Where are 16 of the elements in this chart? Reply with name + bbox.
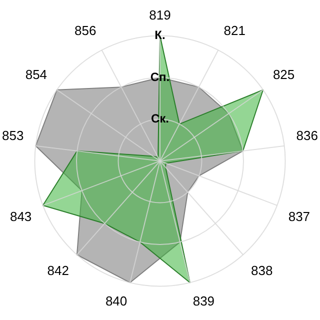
spoke-label: 821 [224,23,246,38]
spoke-label: 819 [149,8,171,23]
spoke-label: 838 [251,263,273,278]
spoke-label: 843 [10,209,32,224]
spoke-label: 854 [25,66,48,82]
spoke-label: 837 [288,209,310,224]
spoke-label: 825 [272,66,295,82]
y-tick-label: Ск. [150,112,170,126]
spoke-label: 840 [105,294,128,309]
spoke-label: 839 [192,294,215,309]
spoke-label: 836 [296,128,318,144]
spoke-label: 842 [47,263,69,278]
y-tick-label: Сп. [150,70,170,84]
spoke-label: 856 [74,23,96,38]
spoke-label: 853 [2,128,24,144]
y-tick-label: К. [154,28,166,42]
